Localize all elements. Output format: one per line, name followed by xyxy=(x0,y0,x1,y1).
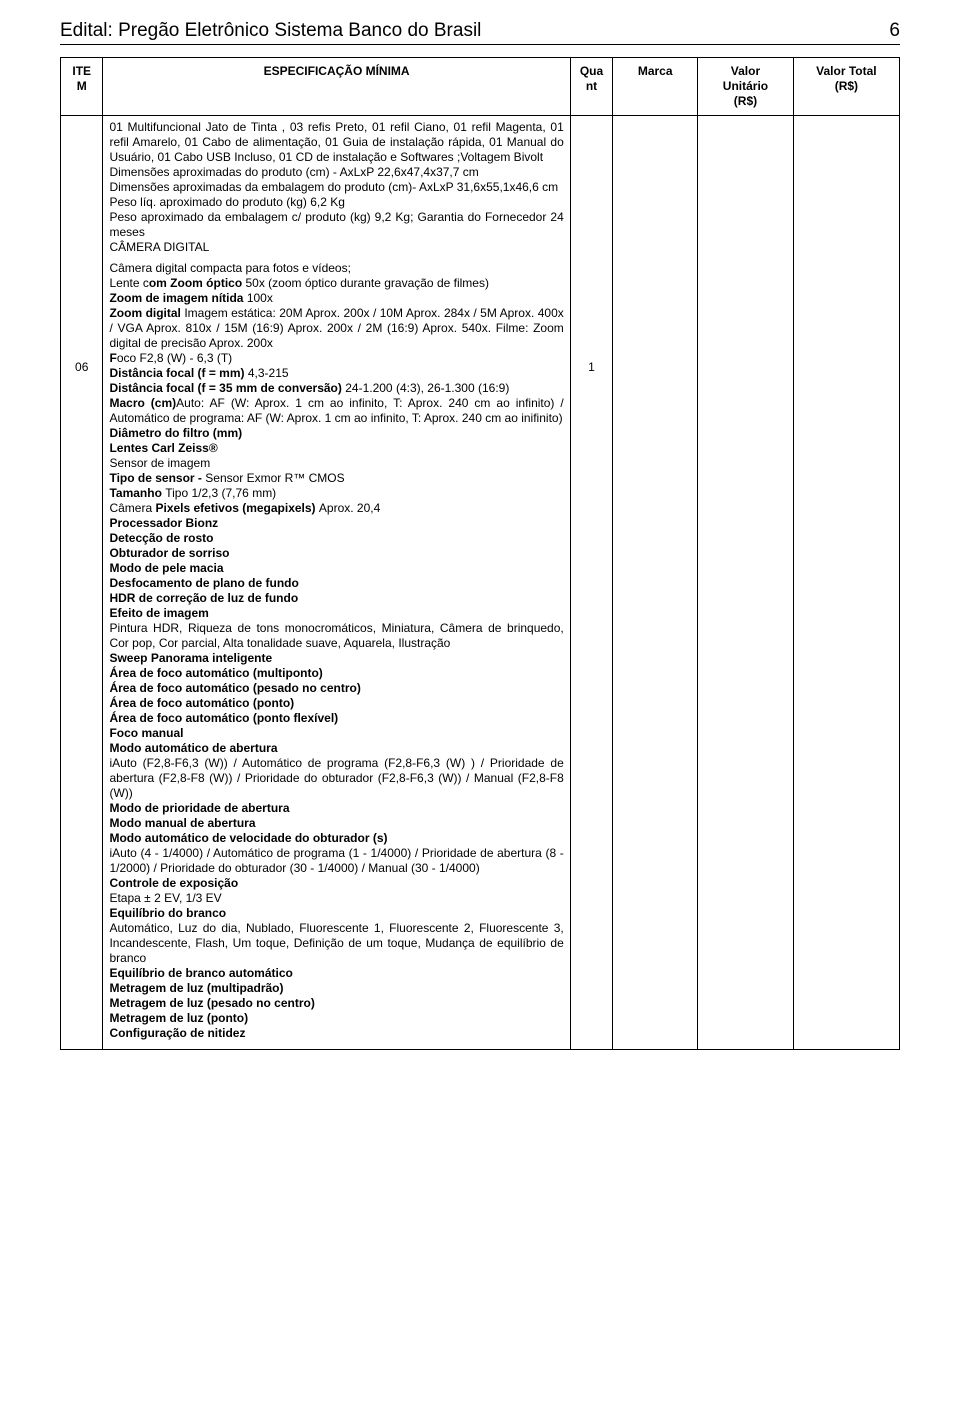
spec-line: Equilíbrio do branco xyxy=(109,906,563,921)
spec-line: Modo de prioridade de abertura xyxy=(109,801,563,816)
col-header-item: ITE M xyxy=(61,58,103,116)
page-header: Edital: Pregão Eletrônico Sistema Banco … xyxy=(60,20,900,45)
spec-line: Área de foco automático (pesado no centr… xyxy=(109,681,563,696)
spec-line: Macro (cm)Auto: AF (W: Aprox. 1 cm ao in… xyxy=(109,396,563,426)
spec-line: Câmera Pixels efetivos (megapixels) Apro… xyxy=(109,501,563,516)
spec-line: Modo automático de velocidade do obturad… xyxy=(109,831,563,846)
item-number: 06 xyxy=(65,360,98,374)
spec-line: Dimensões aproximadas da embalagem do pr… xyxy=(109,180,563,195)
table-header-row: ITE M ESPECIFICAÇÃO MÍNIMA Qua nt Marca … xyxy=(61,58,900,116)
spec-line: Etapa ± 2 EV, 1/3 EV xyxy=(109,891,563,906)
cell-unit-value xyxy=(698,116,794,1050)
spec-line: Área de foco automático (multiponto) xyxy=(109,666,563,681)
spec-line: Dimensões aproximadas do produto (cm) - … xyxy=(109,165,563,180)
spec-line: Tamanho Tipo 1/2,3 (7,76 mm) xyxy=(109,486,563,501)
header-title: Edital: Pregão Eletrônico Sistema Banco … xyxy=(60,20,481,42)
spec-line: Distância focal (f = mm) 4,3-215 xyxy=(109,366,563,381)
col-header-qua: Qua nt xyxy=(570,58,612,116)
cell-total-value xyxy=(793,116,899,1050)
spec-line: Zoom digital Imagem estática: 20M Aprox.… xyxy=(109,306,563,351)
spec-line: Detecção de rosto xyxy=(109,531,563,546)
spec-line: Modo manual de abertura xyxy=(109,816,563,831)
spec-line: iAuto (F2,8-F6,3 (W)) / Automático de pr… xyxy=(109,756,563,801)
cell-spec: 01 Multifuncional Jato de Tinta , 03 ref… xyxy=(103,116,570,1050)
table-row: 06 01 Multifuncional Jato de Tinta , 03 … xyxy=(61,116,900,1050)
spec-line: Sweep Panorama inteligente xyxy=(109,651,563,666)
quantity-value: 1 xyxy=(575,360,608,374)
spec-line: Peso aproximado da embalagem c/ produto … xyxy=(109,210,563,240)
spec-line: Diâmetro do filtro (mm) xyxy=(109,426,563,441)
spec-line: Processador Bionz xyxy=(109,516,563,531)
spec-line: Lentes Carl Zeiss® xyxy=(109,441,563,456)
spec-line: Sensor de imagem xyxy=(109,456,563,471)
spec-line: Foco F2,8 (W) - 6,3 (T) xyxy=(109,351,563,366)
col-header-unit: Valor Unitário (R$) xyxy=(698,58,794,116)
spec-line: 01 Multifuncional Jato de Tinta , 03 ref… xyxy=(109,120,563,165)
col-header-marca: Marca xyxy=(613,58,698,116)
spec-line: Efeito de imagem xyxy=(109,606,563,621)
spec-line: Distância focal (f = 35 mm de conversão)… xyxy=(109,381,563,396)
spec-line: Metragem de luz (ponto) xyxy=(109,1011,563,1026)
spec-line: Equilíbrio de branco automático xyxy=(109,966,563,981)
spec-line: Câmera digital compacta para fotos e víd… xyxy=(109,261,563,276)
spec-line: Metragem de luz (pesado no centro) xyxy=(109,996,563,1011)
spec-line: Desfocamento de plano de fundo xyxy=(109,576,563,591)
spec-line: Configuração de nitidez xyxy=(109,1026,563,1041)
spec-line: CÂMERA DIGITAL xyxy=(109,240,563,255)
col-header-spec: ESPECIFICAÇÃO MÍNIMA xyxy=(103,58,570,116)
spec-line: Área de foco automático (ponto) xyxy=(109,696,563,711)
spec-line: Modo de pele macia xyxy=(109,561,563,576)
spec-line: Pintura HDR, Riqueza de tons monocromáti… xyxy=(109,621,563,651)
spec-table: ITE M ESPECIFICAÇÃO MÍNIMA Qua nt Marca … xyxy=(60,57,900,1050)
spec-line: Tipo de sensor - Sensor Exmor R™ CMOS xyxy=(109,471,563,486)
spec-line: Controle de exposição xyxy=(109,876,563,891)
spec-line: Peso líq. aproximado do produto (kg) 6,2… xyxy=(109,195,563,210)
spec-line: Metragem de luz (multipadrão) xyxy=(109,981,563,996)
spec-line: Modo automático de abertura xyxy=(109,741,563,756)
cell-quantity: 1 xyxy=(570,116,612,1050)
col-header-total: Valor Total (R$) xyxy=(793,58,899,116)
page: Edital: Pregão Eletrônico Sistema Banco … xyxy=(0,0,960,1070)
cell-marca xyxy=(613,116,698,1050)
spec-line: Zoom de imagem nítida 100x xyxy=(109,291,563,306)
header-page-number: 6 xyxy=(889,20,900,42)
spec-line: HDR de correção de luz de fundo xyxy=(109,591,563,606)
cell-item: 06 xyxy=(61,116,103,1050)
spec-line: Área de foco automático (ponto flexível) xyxy=(109,711,563,726)
spec-line: Lente com Zoom óptico 50x (zoom óptico d… xyxy=(109,276,563,291)
spec-line: Foco manual xyxy=(109,726,563,741)
spec-line: Automático, Luz do dia, Nublado, Fluores… xyxy=(109,921,563,966)
spec-line: Obturador de sorriso xyxy=(109,546,563,561)
spec-line: iAuto (4 - 1/4000) / Automático de progr… xyxy=(109,846,563,876)
